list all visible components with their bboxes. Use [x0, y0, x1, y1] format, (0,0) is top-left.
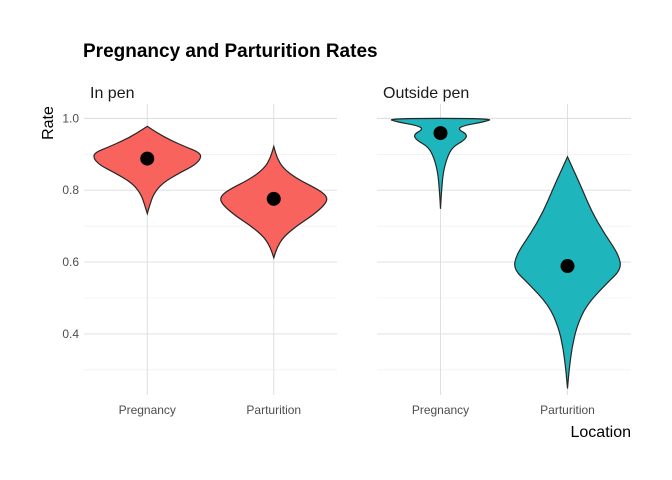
y-axis-title: Rate	[40, 106, 57, 140]
y-tick-label: 0.8	[62, 183, 79, 197]
violin-in-pen-pregnancy	[93, 125, 202, 216]
mean-point-in-pen-parturition	[266, 191, 281, 206]
x-tick-label: Pregnancy	[119, 403, 176, 417]
chart-title: Pregnancy and Parturition Rates	[83, 41, 378, 62]
x-tick-label: Pregnancy	[412, 403, 469, 417]
mean-point-in-pen-pregnancy	[140, 151, 155, 166]
panel-title-outside-pen: Outside pen	[383, 85, 469, 102]
plot-area: Pregnancy Parturition Pregnancy Parturition…	[62, 104, 631, 417]
mean-point-outside-pen-pregnancy	[433, 126, 448, 141]
x-tick-label: Parturition	[246, 403, 301, 417]
y-tick-label: 0.6	[62, 255, 79, 269]
y-tick-label: 1.0	[62, 111, 79, 125]
x-tick-label: Parturition	[540, 403, 595, 417]
y-tick-label: 0.4	[62, 327, 79, 341]
panel-title-in-pen: In pen	[90, 85, 134, 102]
violin-outside-pen-pregnancy	[390, 117, 491, 209]
mean-point-outside-pen-parturition	[560, 259, 575, 274]
x-axis-title: Location	[571, 424, 632, 441]
